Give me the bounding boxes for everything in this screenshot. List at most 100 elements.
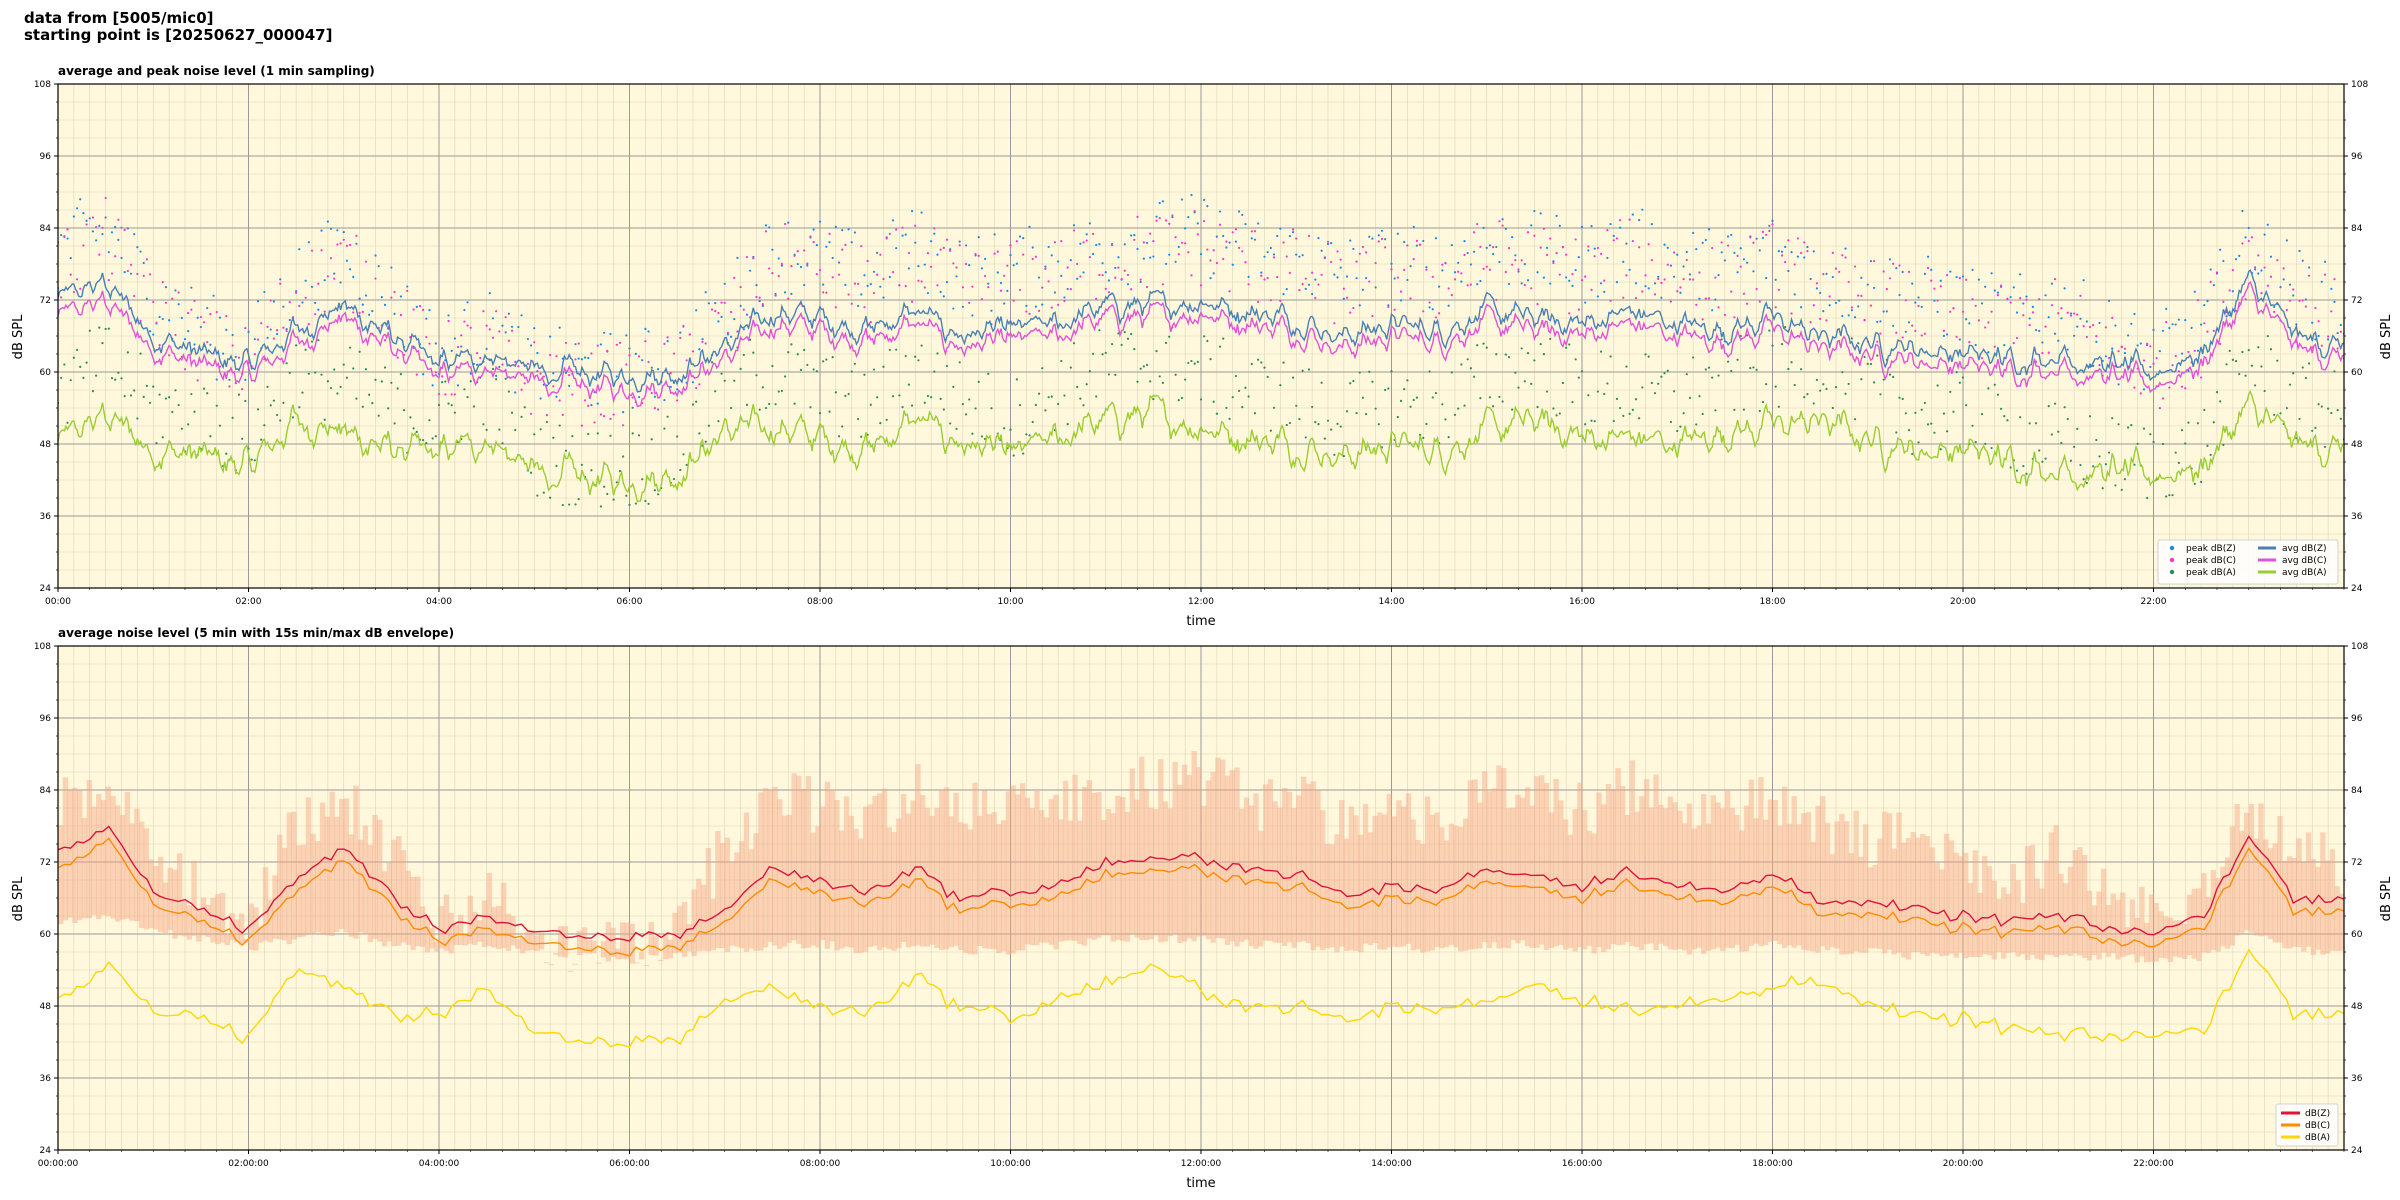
data-point bbox=[1771, 223, 1773, 225]
data-point bbox=[1568, 280, 1570, 282]
data-point bbox=[1895, 267, 1897, 269]
data-point bbox=[2260, 365, 2262, 367]
data-point bbox=[800, 369, 802, 371]
data-point bbox=[1609, 223, 1611, 225]
data-point bbox=[533, 327, 535, 329]
data-point bbox=[895, 228, 897, 230]
data-point bbox=[333, 273, 335, 275]
data-point bbox=[2079, 464, 2081, 466]
data-point bbox=[1378, 423, 1380, 425]
data-point bbox=[1108, 279, 1110, 281]
data-point bbox=[2171, 364, 2173, 366]
data-point bbox=[1952, 307, 1954, 309]
data-point bbox=[838, 274, 840, 276]
data-point bbox=[355, 243, 357, 245]
data-point bbox=[1136, 381, 1138, 383]
data-point bbox=[339, 242, 341, 244]
data-point bbox=[85, 362, 87, 364]
data-point bbox=[1813, 402, 1815, 404]
data-point bbox=[1111, 343, 1113, 345]
data-point bbox=[822, 284, 824, 286]
legend-marker bbox=[2170, 546, 2174, 550]
data-point bbox=[2292, 288, 2294, 290]
data-point bbox=[1692, 232, 1694, 234]
data-point bbox=[1162, 283, 1164, 285]
data-point bbox=[374, 254, 376, 256]
data-point bbox=[1933, 288, 1935, 290]
data-point bbox=[2324, 274, 2326, 276]
data-point bbox=[1908, 321, 1910, 323]
data-point bbox=[1660, 297, 1662, 299]
data-point bbox=[533, 341, 535, 343]
data-point bbox=[813, 229, 815, 231]
data-point bbox=[2105, 326, 2107, 328]
data-point bbox=[1295, 405, 1297, 407]
data-point bbox=[2248, 240, 2250, 242]
data-point bbox=[714, 310, 716, 312]
data-point bbox=[416, 431, 418, 433]
data-point bbox=[2273, 414, 2275, 416]
data-point bbox=[1949, 391, 1951, 393]
data-point bbox=[368, 314, 370, 316]
data-point bbox=[2203, 409, 2205, 411]
data-point bbox=[2149, 366, 2151, 368]
data-point bbox=[2092, 324, 2094, 326]
data-point bbox=[555, 355, 557, 357]
data-point bbox=[2194, 291, 2196, 293]
data-point bbox=[1771, 220, 1773, 222]
data-point bbox=[851, 303, 853, 305]
data-point bbox=[794, 403, 796, 405]
data-point bbox=[1892, 325, 1894, 327]
data-point bbox=[870, 404, 872, 406]
data-point bbox=[1355, 277, 1357, 279]
data-point bbox=[2098, 364, 2100, 366]
data-point bbox=[1502, 225, 1504, 227]
data-point bbox=[520, 389, 522, 391]
data-point bbox=[463, 309, 465, 311]
data-point bbox=[2029, 317, 2031, 319]
bottom-ytick-label-left: 48 bbox=[40, 1002, 52, 1012]
data-point bbox=[1959, 382, 1961, 384]
data-point bbox=[2168, 386, 2170, 388]
data-point bbox=[1365, 413, 1367, 415]
data-point bbox=[873, 292, 875, 294]
data-point bbox=[1600, 351, 1602, 353]
data-point bbox=[1603, 393, 1605, 395]
data-point bbox=[2013, 286, 2015, 288]
data-point bbox=[1257, 301, 1259, 303]
data-point bbox=[1546, 247, 1548, 249]
data-point bbox=[971, 314, 973, 316]
data-point bbox=[1073, 224, 1075, 226]
data-point bbox=[1965, 318, 1967, 320]
data-point bbox=[1965, 404, 1967, 406]
data-point bbox=[1657, 383, 1659, 385]
data-point bbox=[2292, 372, 2294, 374]
data-point bbox=[682, 325, 684, 327]
data-point bbox=[1486, 347, 1488, 349]
data-point bbox=[365, 294, 367, 296]
data-point bbox=[876, 252, 878, 254]
data-point bbox=[971, 286, 973, 288]
data-point bbox=[851, 241, 853, 243]
data-point bbox=[1660, 282, 1662, 284]
data-point bbox=[1810, 278, 1812, 280]
data-point bbox=[289, 319, 291, 321]
data-point bbox=[400, 314, 402, 316]
data-point bbox=[867, 285, 869, 287]
bottom-ytick-label-left: 72 bbox=[40, 858, 51, 868]
data-point bbox=[320, 249, 322, 251]
data-point bbox=[987, 373, 989, 375]
data-point bbox=[2140, 342, 2142, 344]
data-point bbox=[1984, 286, 1986, 288]
data-point bbox=[1797, 256, 1799, 258]
data-point bbox=[927, 252, 929, 254]
data-point bbox=[559, 399, 561, 401]
data-point bbox=[1222, 338, 1224, 340]
data-point bbox=[771, 365, 773, 367]
data-point bbox=[2229, 350, 2231, 352]
data-point bbox=[174, 289, 176, 291]
data-point bbox=[1149, 256, 1151, 258]
top-ytick-label-left: 96 bbox=[40, 152, 52, 162]
data-point bbox=[1902, 271, 1904, 273]
top-panel: average and peak noise level (1 min samp… bbox=[11, 64, 2394, 629]
